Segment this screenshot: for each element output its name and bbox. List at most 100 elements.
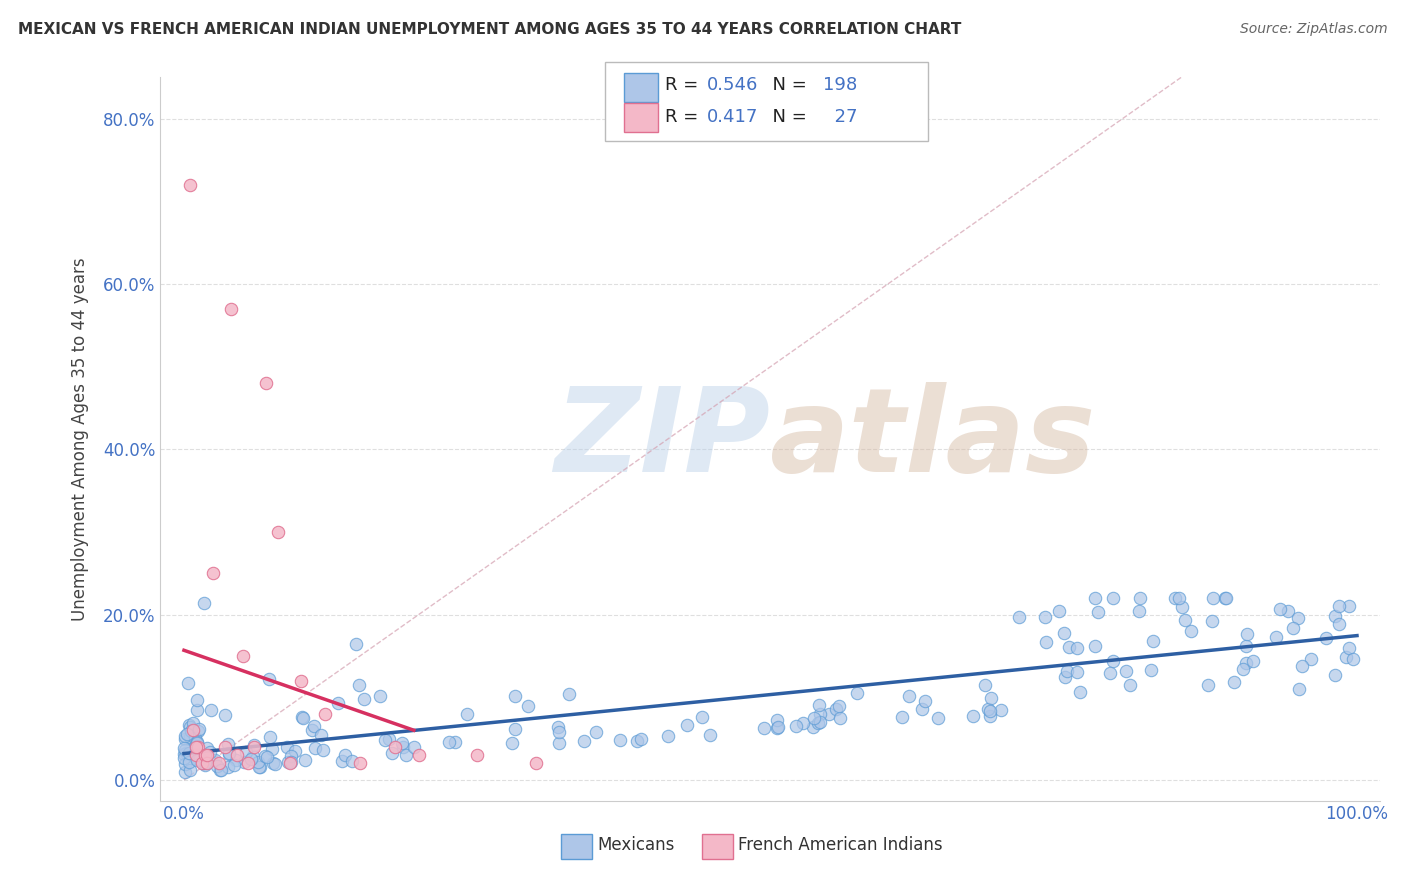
Point xyxy=(1202,591,1225,606)
Point xyxy=(218,747,240,761)
Point xyxy=(1324,667,1347,681)
Point xyxy=(377,731,399,746)
Point xyxy=(808,698,831,712)
Point xyxy=(1201,614,1223,628)
Point xyxy=(547,720,569,734)
Point xyxy=(1099,666,1122,681)
Point xyxy=(218,747,240,762)
Point xyxy=(263,756,285,771)
Point xyxy=(1282,621,1305,635)
Point xyxy=(332,754,354,768)
Point xyxy=(803,711,825,725)
Point xyxy=(1291,659,1313,673)
Point xyxy=(1234,656,1257,670)
Point xyxy=(174,746,197,760)
Point xyxy=(977,701,1000,715)
Point xyxy=(792,715,814,730)
Point xyxy=(1323,609,1346,624)
Point xyxy=(173,751,195,765)
Point xyxy=(194,758,217,772)
Point xyxy=(1053,670,1076,684)
Point xyxy=(340,754,363,768)
Point xyxy=(808,714,831,729)
Y-axis label: Unemployment Among Ages 35 to 44 years: Unemployment Among Ages 35 to 44 years xyxy=(72,257,89,621)
Point xyxy=(1129,591,1152,606)
Point xyxy=(184,740,207,755)
Point xyxy=(990,703,1012,717)
Point xyxy=(699,727,721,741)
Point xyxy=(1069,685,1091,699)
Point xyxy=(328,696,350,710)
Point xyxy=(179,746,201,760)
Point xyxy=(194,748,217,763)
Point xyxy=(1035,635,1057,649)
Point xyxy=(280,755,302,769)
Point xyxy=(1327,616,1350,631)
Point xyxy=(898,690,921,704)
Point xyxy=(845,686,868,700)
Point xyxy=(765,721,787,735)
Point xyxy=(370,689,392,703)
Point xyxy=(391,736,413,750)
Point xyxy=(249,760,271,774)
Point xyxy=(1215,591,1237,606)
Point xyxy=(186,747,208,762)
Text: Source: ZipAtlas.com: Source: ZipAtlas.com xyxy=(1240,22,1388,37)
Point xyxy=(240,752,263,766)
Point xyxy=(247,756,270,770)
Text: French American Indians: French American Indians xyxy=(738,836,943,854)
Point xyxy=(1236,627,1258,641)
Point xyxy=(1174,613,1197,627)
Point xyxy=(254,376,277,391)
Point xyxy=(187,739,209,754)
Point xyxy=(277,755,299,769)
Point xyxy=(1341,652,1364,666)
Point xyxy=(690,710,713,724)
Point xyxy=(209,763,232,777)
Point xyxy=(184,731,207,745)
Point xyxy=(254,748,277,763)
Point xyxy=(524,756,547,771)
Point xyxy=(304,719,326,733)
Point xyxy=(235,745,257,759)
Point xyxy=(824,702,846,716)
Point xyxy=(257,672,280,686)
Point xyxy=(243,739,266,753)
Point xyxy=(1008,610,1031,624)
Point xyxy=(186,703,208,717)
Point xyxy=(1339,599,1361,613)
Point xyxy=(187,723,209,738)
Point xyxy=(314,706,336,721)
Point xyxy=(548,736,571,750)
Point xyxy=(242,748,264,763)
Point xyxy=(217,760,239,774)
Point xyxy=(243,739,266,754)
Point xyxy=(186,736,208,750)
Point xyxy=(200,703,222,717)
Point xyxy=(503,723,526,737)
Point xyxy=(208,756,231,771)
Point xyxy=(177,676,200,690)
Point xyxy=(209,763,232,777)
Point xyxy=(1232,662,1254,676)
Point xyxy=(1234,639,1257,653)
Point xyxy=(444,734,467,748)
Point xyxy=(927,711,949,725)
Point xyxy=(911,701,934,715)
Point xyxy=(183,723,205,738)
Text: N =: N = xyxy=(761,108,813,126)
Point xyxy=(188,722,211,736)
Text: 0.417: 0.417 xyxy=(707,108,759,126)
Point xyxy=(1277,605,1299,619)
Point xyxy=(817,707,839,722)
Point xyxy=(1140,663,1163,677)
Point xyxy=(204,753,226,767)
Point xyxy=(174,757,197,772)
Point xyxy=(179,178,201,192)
Point xyxy=(558,687,581,701)
Point xyxy=(353,691,375,706)
Text: MEXICAN VS FRENCH AMERICAN INDIAN UNEMPLOYMENT AMONG AGES 35 TO 44 YEARS CORRELA: MEXICAN VS FRENCH AMERICAN INDIAN UNEMPL… xyxy=(18,22,962,37)
Point xyxy=(1056,664,1078,678)
Point xyxy=(1047,604,1070,618)
Point xyxy=(186,753,208,767)
